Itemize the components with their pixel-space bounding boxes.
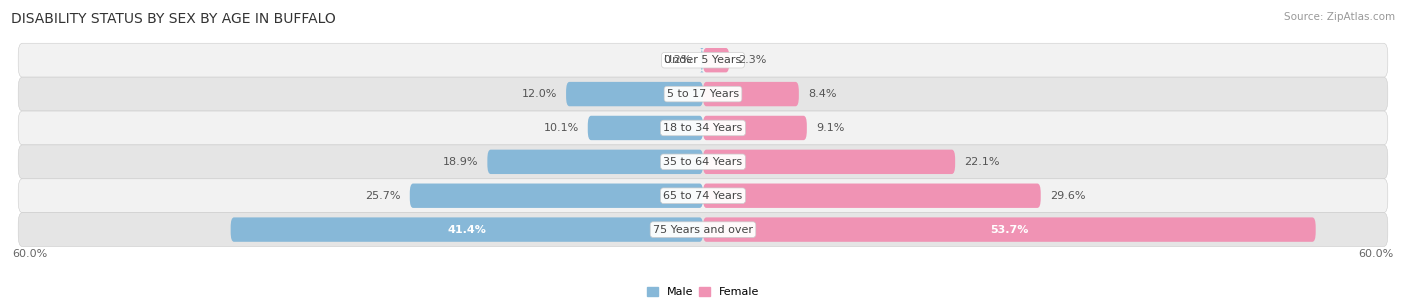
Text: 41.4%: 41.4% (447, 225, 486, 235)
Text: Source: ZipAtlas.com: Source: ZipAtlas.com (1284, 12, 1395, 22)
FancyBboxPatch shape (18, 213, 1388, 247)
FancyBboxPatch shape (703, 116, 807, 140)
Text: 18 to 34 Years: 18 to 34 Years (664, 123, 742, 133)
Legend: Male, Female: Male, Female (643, 282, 763, 302)
Text: 60.0%: 60.0% (1358, 249, 1393, 259)
FancyBboxPatch shape (488, 150, 703, 174)
FancyBboxPatch shape (703, 217, 1316, 242)
FancyBboxPatch shape (567, 82, 703, 106)
FancyBboxPatch shape (703, 48, 730, 72)
FancyBboxPatch shape (409, 184, 703, 208)
FancyBboxPatch shape (700, 48, 704, 72)
Text: 5 to 17 Years: 5 to 17 Years (666, 89, 740, 99)
Text: 53.7%: 53.7% (990, 225, 1029, 235)
FancyBboxPatch shape (18, 111, 1388, 145)
FancyBboxPatch shape (18, 43, 1388, 77)
FancyBboxPatch shape (18, 179, 1388, 213)
Text: 18.9%: 18.9% (443, 157, 478, 167)
Text: 8.4%: 8.4% (808, 89, 837, 99)
FancyBboxPatch shape (703, 82, 799, 106)
FancyBboxPatch shape (703, 184, 1040, 208)
Text: 35 to 64 Years: 35 to 64 Years (664, 157, 742, 167)
FancyBboxPatch shape (18, 145, 1388, 179)
Text: DISABILITY STATUS BY SEX BY AGE IN BUFFALO: DISABILITY STATUS BY SEX BY AGE IN BUFFA… (11, 12, 336, 26)
Text: Under 5 Years: Under 5 Years (665, 55, 741, 65)
Text: 9.1%: 9.1% (815, 123, 845, 133)
FancyBboxPatch shape (588, 116, 703, 140)
Text: 75 Years and over: 75 Years and over (652, 225, 754, 235)
Text: 60.0%: 60.0% (13, 249, 48, 259)
Text: 2.3%: 2.3% (738, 55, 766, 65)
FancyBboxPatch shape (703, 150, 955, 174)
Text: 12.0%: 12.0% (522, 89, 557, 99)
Text: 25.7%: 25.7% (366, 191, 401, 201)
Text: 29.6%: 29.6% (1050, 191, 1085, 201)
Text: 22.1%: 22.1% (965, 157, 1000, 167)
Text: 0.2%: 0.2% (664, 55, 692, 65)
Text: 10.1%: 10.1% (543, 123, 579, 133)
Text: 65 to 74 Years: 65 to 74 Years (664, 191, 742, 201)
FancyBboxPatch shape (231, 217, 703, 242)
FancyBboxPatch shape (18, 77, 1388, 111)
